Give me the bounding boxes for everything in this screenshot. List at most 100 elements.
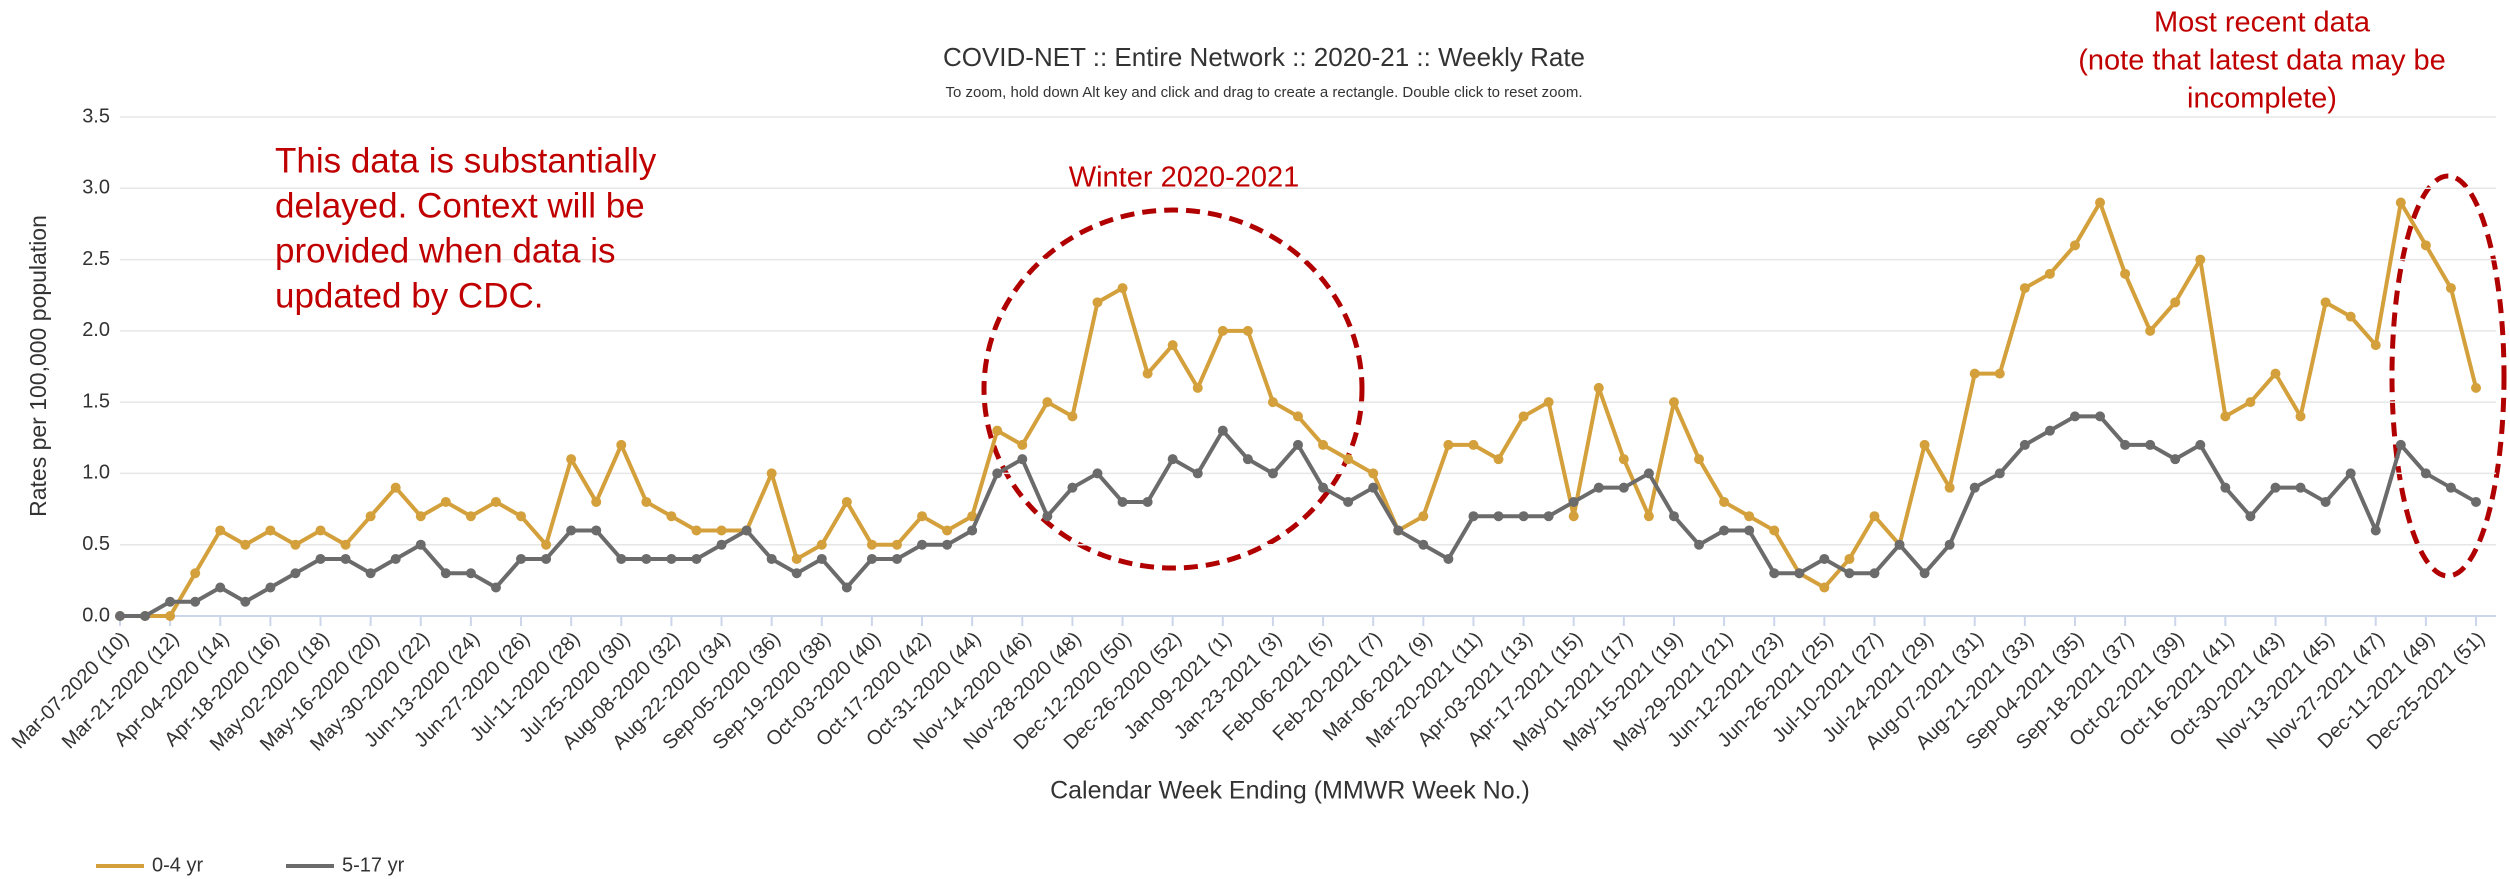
data-point — [2145, 439, 2156, 450]
data-point — [190, 568, 201, 579]
data-point — [1694, 539, 1705, 550]
data-point — [1042, 397, 1053, 408]
data-point — [1518, 511, 1529, 522]
data-point — [490, 496, 501, 507]
y-tick-label: 2.0 — [82, 319, 110, 341]
annotation-text: provided when data is — [275, 231, 616, 270]
data-point — [2044, 425, 2055, 436]
data-point — [1142, 368, 1153, 379]
data-point — [967, 511, 978, 522]
data-point — [1668, 511, 1679, 522]
data-point — [2120, 268, 2131, 279]
chart-title: COVID-NET :: Entire Network :: 2020-21 :… — [943, 42, 1585, 72]
data-point — [1117, 283, 1128, 294]
data-point — [691, 553, 702, 564]
data-point — [866, 539, 877, 550]
data-point — [440, 568, 451, 579]
data-point — [2320, 297, 2331, 308]
y-tick-label: 1.0 — [82, 462, 110, 484]
data-point — [1293, 411, 1303, 422]
annotation-text: delayed. Context will be — [275, 186, 645, 225]
data-point — [1192, 468, 1203, 479]
legend-label: 5-17 yr — [342, 854, 405, 876]
data-point — [1418, 511, 1429, 522]
data-point — [666, 511, 677, 522]
data-point — [942, 539, 953, 550]
data-point — [2420, 468, 2431, 479]
y-tick-label: 0.5 — [82, 533, 110, 555]
data-point — [566, 525, 577, 536]
data-point — [415, 539, 426, 550]
data-point — [290, 539, 301, 550]
data-point — [841, 582, 852, 593]
data-point — [190, 596, 201, 607]
data-point — [1643, 511, 1654, 522]
data-point — [1217, 325, 1228, 336]
y-tick-label: 2.5 — [82, 248, 110, 270]
legend-label: 0-4 yr — [152, 854, 203, 876]
data-point — [841, 496, 852, 507]
data-point — [1418, 539, 1429, 550]
data-point — [1618, 454, 1629, 465]
data-point — [1142, 496, 1153, 507]
data-point — [1493, 454, 1504, 465]
data-point — [140, 611, 151, 621]
data-point — [1468, 439, 1479, 450]
data-point — [265, 582, 276, 593]
data-point — [2445, 482, 2456, 493]
data-point — [666, 553, 677, 564]
data-point — [1017, 439, 1028, 450]
data-point — [1869, 568, 1880, 579]
data-point — [1769, 568, 1780, 579]
data-point — [716, 539, 727, 550]
data-point — [390, 482, 401, 493]
data-point — [2395, 439, 2406, 450]
data-point — [2044, 268, 2055, 279]
data-point — [691, 525, 702, 536]
data-point — [340, 553, 351, 564]
data-point — [1744, 525, 1755, 536]
data-point — [240, 596, 251, 607]
data-point — [1017, 454, 1028, 465]
data-point — [2220, 482, 2231, 493]
data-point — [2471, 382, 2481, 393]
data-point — [616, 553, 627, 564]
data-point — [465, 568, 476, 579]
annotation-text: This data is substantially — [275, 141, 657, 180]
data-point — [1819, 553, 1830, 564]
annotation-text: updated by CDC. — [275, 276, 543, 315]
data-point — [1267, 397, 1278, 408]
data-point — [2069, 240, 2080, 251]
annotation-text: Most recent data — [2154, 7, 2371, 39]
data-point — [2295, 411, 2306, 422]
data-point — [2220, 411, 2231, 422]
data-point — [1618, 482, 1629, 493]
winter-circle — [981, 207, 1365, 571]
data-point — [1769, 525, 1780, 536]
data-point — [2395, 197, 2406, 208]
data-point — [365, 568, 376, 579]
data-point — [2195, 254, 2206, 265]
data-point — [791, 553, 802, 564]
data-point — [1643, 468, 1654, 479]
data-point — [1694, 454, 1705, 465]
data-point — [591, 496, 602, 507]
data-point — [465, 511, 476, 522]
data-point — [2320, 496, 2331, 507]
data-point — [1969, 368, 1980, 379]
data-point — [541, 553, 552, 564]
data-point — [265, 525, 276, 536]
data-point — [1393, 525, 1404, 536]
data-point — [641, 496, 652, 507]
data-point — [365, 511, 376, 522]
data-point — [967, 525, 978, 536]
data-point — [1593, 482, 1604, 493]
data-point — [415, 511, 426, 522]
data-point — [1919, 568, 1930, 579]
data-point — [165, 611, 176, 621]
data-point — [641, 553, 652, 564]
data-point — [2095, 197, 2106, 208]
data-point — [2420, 240, 2431, 251]
recent-circle — [2389, 173, 2507, 579]
